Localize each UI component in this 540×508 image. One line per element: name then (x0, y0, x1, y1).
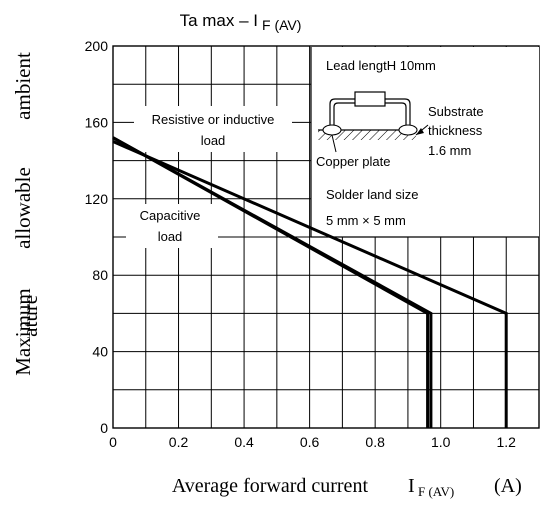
substrate-line-2: thickness (428, 123, 483, 138)
substrate-hatch (318, 130, 416, 140)
series-group (112, 136, 508, 428)
solder-left (322, 124, 342, 136)
diode-lead-right-inner (385, 102, 407, 126)
x-axis-unit: (A) (494, 475, 522, 497)
y-axis-label-word-2: allowable (11, 167, 35, 249)
solder-right (398, 124, 418, 136)
substrate-arrowhead (416, 128, 424, 135)
x-axis-symbol: I (408, 475, 415, 497)
x-tick-label: 0.6 (300, 434, 320, 450)
y-tick-label: 0 (100, 420, 108, 436)
y-tick-label: 200 (85, 38, 109, 54)
copper-plate-pointer (331, 134, 337, 153)
series-line-3 (112, 136, 433, 428)
resistive-label-line-2: load (201, 133, 226, 148)
capacitive-label-line-2: load (158, 229, 183, 244)
y-tick-label: 160 (85, 114, 109, 130)
x-tick-label: 1.0 (431, 434, 451, 450)
capacitive-label-line-1: Capacitive (140, 208, 201, 223)
solder-land-size: 5 mm × 5 mm (326, 213, 406, 228)
chart-title: Ta max – I (180, 11, 258, 30)
y-tick-label: 80 (92, 267, 108, 283)
inset-box (311, 47, 539, 237)
x-tick-label: 0.2 (169, 434, 189, 450)
y-tick-label: 40 (92, 344, 108, 360)
diode-body (354, 91, 386, 107)
diode-lead-left-inner (333, 102, 355, 126)
diode-diagram (318, 91, 429, 153)
series-line-1 (112, 140, 508, 428)
x-tick-label: 1.2 (496, 434, 516, 450)
y-tick-label: 120 (85, 191, 109, 207)
solder-land-title: Solder land size (326, 187, 419, 202)
diode-lead-left (329, 98, 355, 126)
lead-length-text: Lead lengtH 10mm (326, 58, 436, 73)
chart-title-subscript: F (AV) (262, 17, 301, 33)
tick-labels: 0 0.2 0.4 0.6 0.8 1.0 1.2 0 40 80 120 160 200 (85, 38, 517, 450)
x-tick-label: 0.8 (365, 434, 385, 450)
x-axis-subscript: F (AV) (418, 484, 454, 499)
substrate-line-1: Substrate (428, 104, 484, 119)
resistive-label-line-1: Resistive or inductive (152, 112, 275, 127)
resistive-label-bg (134, 106, 292, 152)
y-axis-label-word-3: ambient (11, 52, 35, 120)
x-axis-label: Average forward current (172, 475, 369, 497)
x-tick-label: 0.4 (234, 434, 254, 450)
substrate-line-3: 1.6 mm (428, 143, 471, 158)
copper-plate-text: Copper plate (316, 154, 390, 169)
capacitive-label-bg (126, 204, 218, 248)
diode-lead-right (385, 98, 411, 126)
x-tick-label: 0 (109, 434, 117, 450)
